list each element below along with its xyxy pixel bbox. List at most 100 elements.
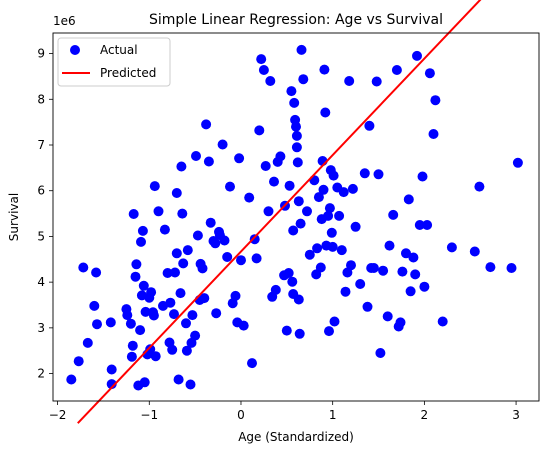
data-point [122, 310, 133, 321]
data-point [139, 377, 150, 388]
data-point [106, 364, 117, 375]
data-point [359, 168, 370, 179]
data-point [512, 157, 523, 168]
data-point [391, 65, 402, 75]
y-tick-label: 5 [37, 229, 45, 243]
x-axis: −2 −1 0 1 2 3 [49, 401, 520, 422]
data-point [182, 245, 193, 256]
data-point [138, 280, 149, 291]
data-point [78, 262, 89, 273]
data-point [304, 249, 315, 260]
data-point [428, 129, 439, 139]
data-point [137, 225, 148, 236]
data-point [135, 325, 146, 336]
data-point [150, 351, 161, 362]
data-point [293, 196, 304, 207]
data-point [424, 68, 435, 79]
y-tick-label: 4 [37, 275, 45, 289]
plot-area [66, 0, 523, 424]
data-point [334, 210, 345, 221]
data-point [244, 192, 255, 203]
data-point [225, 181, 235, 192]
legend: Actual Predicted [57, 37, 171, 87]
data-point [125, 318, 136, 329]
data-point [293, 294, 304, 305]
x-tick-label: 0 [237, 408, 245, 422]
data-point [388, 209, 399, 220]
data-point [326, 227, 337, 238]
data-point [181, 318, 191, 329]
data-point [344, 76, 355, 86]
data-point [324, 203, 335, 214]
chart-title: Simple Linear Regression: Age vs Surviva… [149, 12, 443, 28]
y-tick-label: 3 [37, 321, 45, 335]
data-point [378, 265, 389, 276]
data-point [414, 220, 425, 230]
data-point [191, 151, 201, 161]
data-point [131, 259, 142, 270]
data-point [283, 268, 294, 278]
regression-line [77, 0, 482, 424]
data-point [347, 183, 358, 194]
data-point [136, 236, 146, 247]
x-axis-label: Age (Standardized) [238, 430, 354, 444]
data-point [412, 50, 422, 61]
data-point [397, 266, 408, 277]
data-point [263, 206, 274, 217]
data-point [284, 180, 295, 191]
data-point [153, 206, 164, 217]
data-point [417, 171, 428, 182]
data-point [340, 286, 351, 297]
data-point [319, 64, 330, 75]
data-point [328, 170, 339, 181]
data-point [298, 74, 309, 85]
data-point [185, 379, 196, 390]
data-point [201, 119, 212, 130]
data-point [430, 95, 441, 106]
data-point [66, 374, 77, 385]
data-point [506, 263, 517, 273]
legend-actual-label: Actual [100, 43, 138, 57]
data-point [92, 319, 102, 330]
data-point [205, 217, 216, 228]
data-point [130, 271, 141, 282]
data-point [355, 279, 366, 289]
y-tick-label: 6 [37, 184, 45, 198]
data-point [410, 269, 421, 280]
data-point [384, 240, 395, 251]
data-point [323, 210, 334, 221]
data-point [127, 340, 138, 351]
data-point [190, 330, 201, 341]
data-point [199, 293, 210, 304]
data-point [296, 44, 307, 55]
data-point [82, 337, 93, 348]
data-point [294, 328, 305, 339]
data-point [338, 187, 349, 198]
data-point [474, 181, 485, 192]
data-point [288, 225, 299, 236]
data-point [289, 97, 300, 108]
data-point [401, 248, 411, 259]
data-point [162, 268, 173, 278]
data-point [373, 169, 384, 180]
axes-frame [52, 32, 540, 402]
data-point [175, 288, 186, 299]
data-point [368, 263, 379, 273]
data-point [437, 316, 448, 327]
data-point [210, 238, 221, 249]
data-point [146, 287, 157, 298]
data-point [275, 151, 286, 162]
y-axis-scale-label: 1e6 [53, 14, 76, 28]
data-point [89, 300, 100, 311]
data-point [234, 153, 245, 164]
data-point [192, 230, 203, 241]
data-point [281, 325, 292, 336]
data-point [145, 344, 156, 355]
data-point [375, 348, 386, 358]
data-point [230, 290, 241, 301]
data-point [251, 253, 262, 264]
data-point [128, 209, 139, 219]
data-point [382, 311, 393, 322]
data-point [73, 356, 84, 367]
data-point [287, 276, 298, 287]
